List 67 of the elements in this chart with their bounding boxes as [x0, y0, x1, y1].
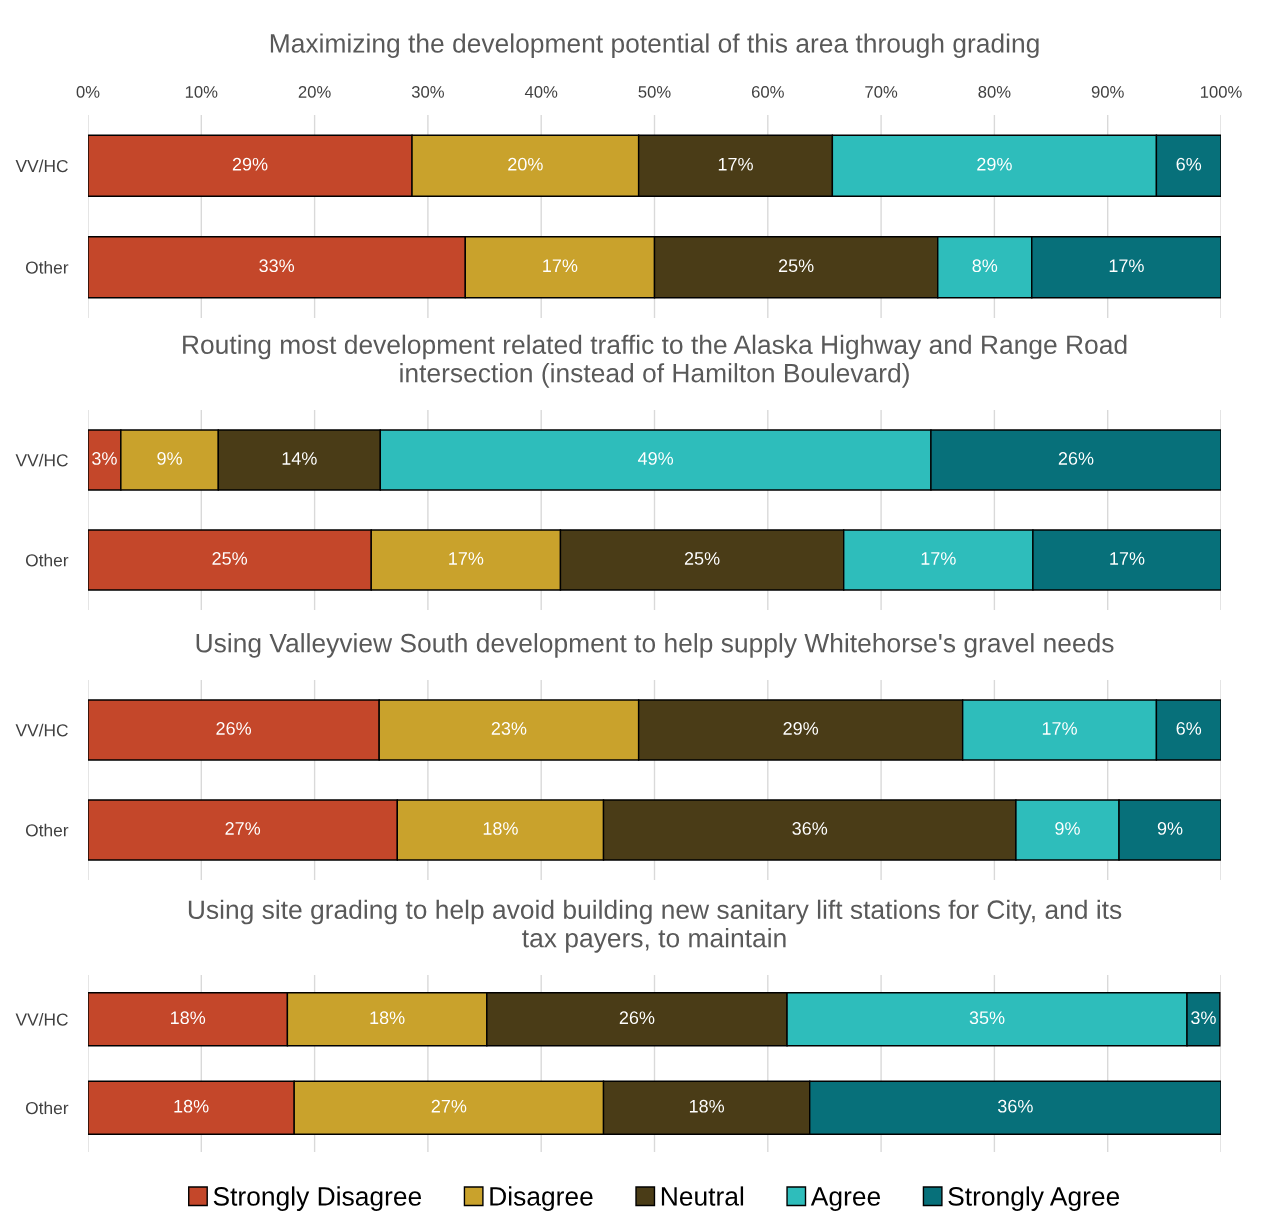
y-tick-label: Other	[25, 1101, 69, 1115]
chart-title: Using site grading to help avoid building new sanitary lift stations for City, and its tax payers, to maintain	[188, 899, 1122, 953]
data-label: 17%	[543, 259, 578, 273]
x-tick-label: 30%	[411, 86, 444, 98]
data-label: 33%	[259, 259, 295, 273]
data-label: 9%	[157, 452, 182, 465]
x-tick-label: 0%	[76, 86, 100, 98]
x-tick-label: 60%	[751, 86, 784, 98]
data-label: 25%	[684, 552, 720, 565]
data-label: 3%	[92, 452, 117, 465]
data-label: 18%	[370, 1011, 405, 1025]
data-label: 17%	[1110, 552, 1145, 565]
data-label: 6%	[1176, 722, 1202, 735]
legend-label: Agree	[810, 1187, 881, 1211]
legend-label: Neutral	[661, 1186, 744, 1206]
data-label: 27%	[431, 1099, 467, 1113]
data-label: 26%	[216, 722, 252, 735]
x-tick-label: 20%	[298, 86, 331, 98]
data-label: 25%	[212, 552, 248, 565]
data-label: 35%	[969, 1011, 1005, 1025]
data-label: 17%	[1042, 722, 1077, 735]
chart-title: Maximizing the development potential of this area through grading	[270, 33, 1039, 58]
data-label: 9%	[1157, 822, 1183, 835]
legend-label: Strongly Disagree	[213, 1186, 422, 1211]
data-label: 29%	[783, 722, 819, 735]
data-label: 6%	[1176, 157, 1202, 171]
chart-title: Using Valleyview South development to help supply Whitehorse's gravel needs	[196, 633, 1114, 658]
data-label: 17%	[921, 552, 956, 565]
x-tick-label: 40%	[524, 86, 558, 98]
data-label: 18%	[171, 1011, 206, 1025]
data-label: 18%	[483, 822, 518, 835]
data-label: 23%	[491, 722, 527, 735]
data-label: 17%	[718, 157, 753, 171]
x-tick-label: 10%	[185, 86, 218, 98]
y-tick-label: VV/HC	[15, 723, 68, 737]
legend-label: Strongly Agree	[948, 1186, 1120, 1211]
x-tick-label: 100%	[1200, 86, 1242, 98]
data-label: 26%	[1058, 452, 1094, 465]
data-label: 25%	[778, 259, 814, 273]
data-label: 29%	[232, 157, 268, 171]
data-label: 18%	[174, 1099, 209, 1113]
data-label: 29%	[977, 157, 1012, 171]
y-tick-label: VV/HC	[15, 159, 68, 173]
data-label: 17%	[1109, 259, 1144, 273]
data-label: 3%	[1191, 1011, 1216, 1025]
x-tick-label: 80%	[978, 86, 1011, 98]
data-label: 36%	[792, 822, 828, 835]
data-label: 20%	[508, 157, 543, 171]
data-label: 27%	[225, 822, 261, 835]
data-label: 17%	[449, 552, 484, 565]
x-tick-label: 90%	[1091, 86, 1124, 98]
data-label: 26%	[619, 1011, 655, 1025]
data-label: 18%	[689, 1099, 725, 1113]
data-label: 14%	[282, 452, 317, 465]
chart-title: Routing most development related traffic to the Alaska Highway and Range Road intersection (instead of Hamilton Boulevard)	[183, 334, 1127, 388]
x-tick-label: 70%	[865, 86, 898, 98]
data-label: 36%	[997, 1099, 1033, 1113]
y-tick-label: Other	[25, 260, 69, 274]
data-label: 8%	[972, 259, 998, 273]
data-label: 49%	[637, 452, 674, 465]
y-tick-label: Other	[25, 823, 69, 837]
data-label: 9%	[1055, 822, 1080, 835]
y-tick-label: Other	[25, 553, 69, 567]
y-tick-label: VV/HC	[15, 453, 68, 467]
y-tick-label: VV/HC	[15, 1012, 68, 1026]
x-tick-label: 50%	[638, 86, 671, 98]
legend-label: Disagree	[490, 1186, 593, 1211]
